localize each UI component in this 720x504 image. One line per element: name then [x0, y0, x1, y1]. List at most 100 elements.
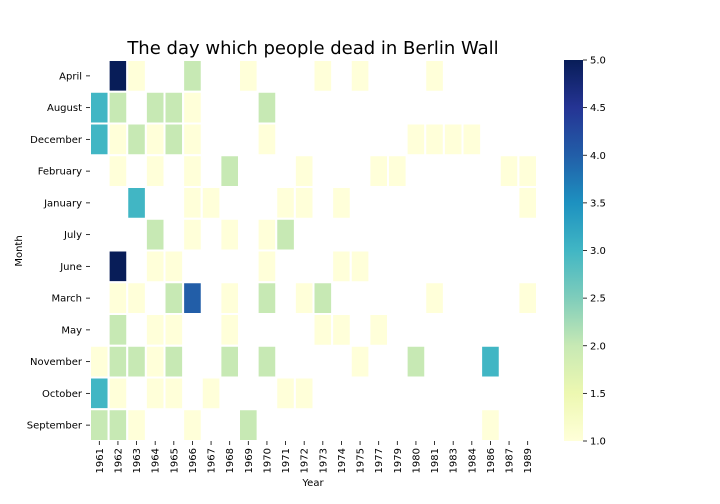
heatmap-cell	[219, 344, 240, 379]
colorbar-tick-label: 5.0	[590, 56, 606, 67]
heatmap-cell	[293, 376, 315, 411]
x-tick-label: 1984	[467, 448, 478, 473]
colorbar	[564, 60, 583, 441]
colorbar-tick-label: 3.5	[590, 198, 606, 209]
heatmap-cell	[200, 376, 222, 411]
heatmap-cell	[144, 376, 166, 411]
heatmap-cell	[424, 122, 445, 157]
heatmap-cell	[517, 281, 538, 315]
heatmap-cell	[293, 186, 315, 220]
heatmap-cell	[144, 249, 166, 284]
heatmap-cell	[480, 408, 501, 442]
heatmap-cell	[256, 344, 278, 379]
heatmap-cell	[461, 122, 483, 157]
x-tick-label: 1983	[449, 448, 460, 473]
y-tick-label: August	[47, 103, 82, 114]
heatmap-cell	[182, 90, 203, 125]
heatmap-cell	[89, 408, 110, 442]
x-tick-label: 1961	[95, 448, 106, 473]
heatmap-cell	[107, 376, 129, 411]
heatmap-cell	[480, 344, 501, 379]
x-tick-label: 1973	[318, 448, 329, 473]
y-tick-labels: April August December February January July Ju…	[27, 71, 90, 432]
heatmap-cell	[144, 217, 166, 252]
x-tick-label: 1979	[393, 448, 404, 473]
heatmap-cell	[107, 313, 129, 347]
heatmap-cell	[182, 217, 203, 252]
y-tick-label: July	[63, 230, 82, 241]
heatmap-cell	[107, 249, 129, 284]
heatmap-cell	[405, 122, 427, 157]
heatmap-cell	[219, 154, 240, 188]
heatmap-cell	[107, 59, 129, 93]
heatmap-cell	[89, 376, 110, 411]
y-tick-label: June	[59, 262, 82, 273]
heatmap-cell	[163, 122, 185, 157]
heatmap-cell	[163, 249, 185, 284]
x-tick-label: 1967	[207, 448, 218, 473]
x-tick-label: 1974	[337, 448, 348, 473]
x-tick-label: 1971	[281, 448, 292, 473]
y-axis-label: Month	[14, 235, 25, 266]
colorbar-tick-labels: 1.0 1.5 2.0 2.5 3.0 3.5 4.0 4.5 5.0	[583, 56, 606, 448]
heatmap-cell	[349, 59, 371, 93]
heatmap-cells	[89, 59, 538, 442]
heatmap-cell	[256, 281, 278, 315]
heatmap-cell	[144, 344, 166, 379]
x-tick-label: 1966	[188, 448, 199, 473]
heatmap-cell	[126, 122, 147, 157]
heatmap-cell	[89, 90, 110, 125]
heatmap-cell	[144, 122, 166, 157]
heatmap-cell	[89, 344, 110, 379]
heatmap-cell	[219, 313, 240, 347]
heatmap-cell	[219, 217, 240, 252]
x-tick-label: 1968	[225, 448, 236, 473]
heatmap-cell	[126, 408, 147, 442]
x-tick-label: 1964	[151, 448, 162, 473]
heatmap-cell	[293, 281, 315, 315]
x-tick-label: 1980	[411, 448, 422, 473]
x-tick-label: 1989	[523, 448, 534, 473]
heatmap-cell	[424, 59, 445, 93]
heatmap-cell	[144, 90, 166, 125]
heatmap-cell	[275, 376, 296, 411]
heatmap-cell	[126, 344, 147, 379]
heatmap-cell	[331, 313, 352, 347]
heatmap-cell	[126, 281, 147, 315]
heatmap-cell	[107, 90, 129, 125]
heatmap-cell	[182, 186, 203, 220]
colorbar-tick-label: 3.0	[590, 246, 606, 257]
heatmap-cell	[107, 154, 129, 188]
x-tick-label: 1962	[113, 448, 124, 473]
colorbar-tick-label: 2.0	[590, 341, 606, 352]
colorbar-tick-label: 1.5	[590, 389, 606, 400]
heatmap-cell	[275, 186, 296, 220]
heatmap-cell	[517, 154, 538, 188]
y-tick-label: September	[27, 421, 83, 432]
heatmap-cell	[256, 90, 278, 125]
heatmap-cell	[182, 281, 203, 315]
colorbar-tick-label: 4.5	[590, 103, 606, 114]
heatmap-cell	[107, 408, 129, 442]
heatmap-cell	[107, 281, 129, 315]
y-tick-label: January	[43, 198, 82, 209]
x-tick-label: 1969	[244, 448, 255, 473]
y-tick-label: November	[30, 357, 83, 368]
heatmap-cell	[89, 122, 110, 157]
y-tick-label: February	[38, 167, 82, 178]
chart-title: The day which people dead in Berlin Wall	[126, 38, 498, 59]
heatmap-cell	[312, 281, 334, 315]
heatmap-cell	[182, 122, 203, 157]
x-tick-label: 1986	[486, 448, 497, 473]
y-tick-label: March	[52, 294, 82, 305]
heatmap-cell	[126, 186, 147, 220]
colorbar-tick-label: 4.0	[590, 151, 606, 162]
heatmap-cell	[387, 154, 408, 188]
heatmap-cell	[293, 154, 315, 188]
heatmap-cell	[442, 122, 464, 157]
y-tick-label: October	[42, 389, 83, 400]
heatmap-cell	[424, 281, 445, 315]
heatmap-cell	[219, 281, 240, 315]
x-tick-label: 1965	[169, 448, 180, 473]
heatmap-cell	[312, 59, 334, 93]
